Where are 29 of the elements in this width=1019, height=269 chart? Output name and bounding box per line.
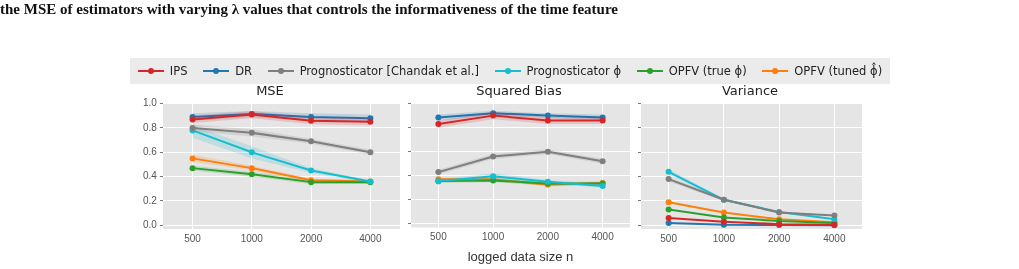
legend-label: Prognosticator ϕ [526, 64, 622, 78]
x-tick-label: 2000 [536, 231, 560, 243]
legend-label: IPS [169, 64, 188, 78]
y-tick-label: 0.2 [143, 194, 158, 206]
text: the MSE of estimators with varying λ values that controls the informativeness of the time feature [0, 1, 619, 18]
legend-label: OPFV (true ϕ) [668, 64, 747, 78]
x-tick-label: 4000 [823, 232, 846, 244]
x-tick-label: 500 [430, 231, 448, 243]
chart-title: Squared Bias [476, 83, 562, 99]
y-tick-label: 0.6 [143, 146, 158, 158]
x-tick-label: 1000 [240, 232, 264, 244]
legend-label: DR [235, 64, 252, 78]
y-tick-label: 1.0 [143, 97, 158, 109]
x-tick-label: 1000 [712, 232, 736, 244]
y-tick-label: 0.8 [143, 121, 158, 133]
legend-label: Prognosticator [Chandak et al.] [299, 64, 479, 78]
x-tick-label: 2000 [299, 232, 323, 244]
x-tick-label: 4000 [591, 231, 615, 243]
x-tick-label: 4000 [359, 232, 382, 244]
x-tick-label: 2000 [768, 232, 791, 244]
x-tick-label: 500 [660, 232, 678, 244]
x-tick-label: 1000 [482, 231, 505, 243]
chart-title: MSE [256, 83, 284, 99]
y-tick-label: 0.0 [143, 219, 158, 231]
x-axis-title: logged data size n [467, 248, 574, 264]
legend-label: OPFV (tuned ϕ̂) [794, 64, 883, 78]
y-tick-label: 0.4 [143, 170, 158, 182]
chart-title: Variance [721, 83, 779, 99]
x-tick-label: 500 [184, 232, 202, 244]
